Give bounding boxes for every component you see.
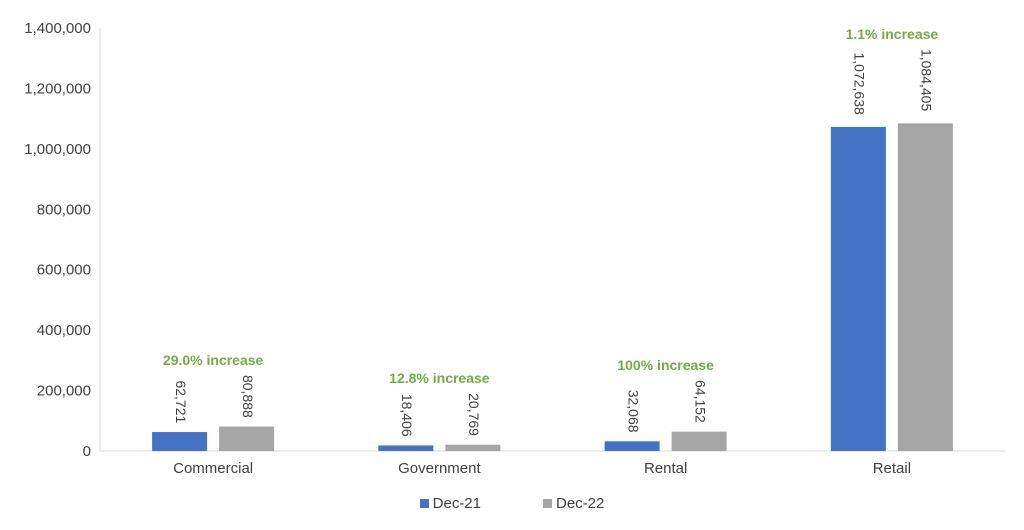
increase-annotation: 1.1% increase [846, 26, 939, 42]
data-label: 64,152 [692, 380, 708, 423]
bar-dec-22 [445, 444, 501, 451]
legend-item-dec-22: Dec-22 [543, 495, 604, 512]
legend: Dec-21 Dec-22 [0, 495, 1024, 512]
y-tick-label: 200,000 [37, 383, 91, 400]
bar-dec-22 [671, 431, 727, 451]
legend-label-dec-21: Dec-21 [432, 495, 481, 512]
bar-dec-22 [219, 426, 275, 451]
data-label: 32,068 [625, 390, 641, 433]
annotations: 29.0% increase 12.8% increase 100% increas… [163, 26, 938, 386]
bar-dec-21 [378, 445, 434, 451]
data-label: 1,084,405 [919, 49, 935, 111]
category-label: Government [398, 460, 481, 477]
data-label: 1,072,638 [852, 53, 868, 115]
data-labels: 62,721 80,888 18,406 20,769 32,068 64,152 1,07… [173, 49, 935, 437]
legend-swatch-dec-21 [419, 499, 429, 508]
data-label: 80,888 [240, 375, 256, 418]
y-tick-label: 600,000 [37, 262, 91, 279]
legend-item-dec-21: Dec-21 [419, 495, 481, 512]
y-tick-label: 1,400,000 [24, 20, 91, 37]
legend-swatch-dec-22 [543, 499, 552, 508]
bar-dec-21 [604, 441, 660, 451]
legend-label-dec-22: Dec-22 [556, 495, 605, 512]
y-tick-label: 1,000,000 [24, 141, 91, 158]
data-label: 18,406 [399, 394, 415, 437]
increase-annotation: 12.8% increase [389, 370, 490, 386]
bar-dec-21 [152, 432, 208, 451]
category-label: Commercial [173, 460, 253, 477]
y-tick-label: 0 [83, 443, 91, 460]
y-tick-label: 800,000 [37, 201, 91, 218]
category-label: Retail [873, 460, 911, 477]
data-label: 20,769 [466, 393, 482, 436]
increase-annotation: 29.0% increase [163, 352, 264, 368]
bar-dec-22 [897, 123, 953, 452]
category-labels: Commercial Government Rental Retail [173, 460, 911, 477]
bar-dec-21 [830, 126, 886, 451]
y-tick-label: 400,000 [37, 322, 91, 339]
data-label: 62,721 [173, 380, 189, 423]
bar-chart: 0 200,000 400,000 600,000 800,000 1,000,000 1,… [24, 20, 1005, 477]
y-tick-label: 1,200,000 [24, 80, 91, 97]
bars [152, 123, 953, 452]
increase-annotation: 100% increase [617, 357, 714, 373]
category-label: Rental [644, 460, 687, 477]
y-axis-labels: 0 200,000 400,000 600,000 800,000 1,000,000 1,… [24, 20, 91, 460]
